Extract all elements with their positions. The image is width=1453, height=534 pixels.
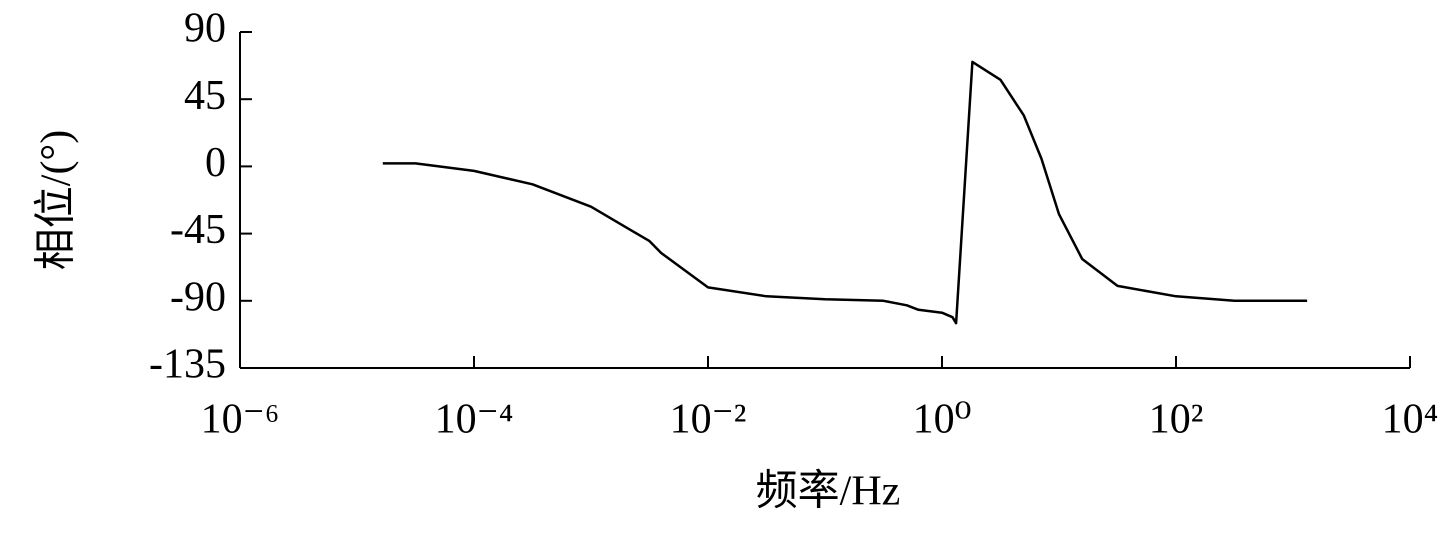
x-tick-label: 10⁻⁶	[201, 397, 280, 443]
data-line	[382, 60, 1308, 325]
y-axis-label: 相位/(°)	[33, 130, 80, 270]
x-tick-label: 10⁰	[913, 397, 972, 443]
y-tick-label: 45	[184, 73, 226, 119]
y-tick-label: -90	[170, 274, 226, 320]
x-axis-label: 频率/Hz	[756, 468, 901, 515]
x-tick-label: 10⁻⁴	[435, 397, 514, 443]
y-tick-label: -135	[149, 342, 226, 388]
y-tick-label: 90	[184, 6, 226, 52]
y-tick-label: 0	[205, 140, 226, 186]
x-tick-label: 10⁻²	[670, 397, 747, 443]
x-tick-label: 10⁴	[1382, 397, 1439, 443]
x-tick-label: 10²	[1149, 397, 1204, 443]
y-tick-label: -45	[170, 207, 226, 253]
